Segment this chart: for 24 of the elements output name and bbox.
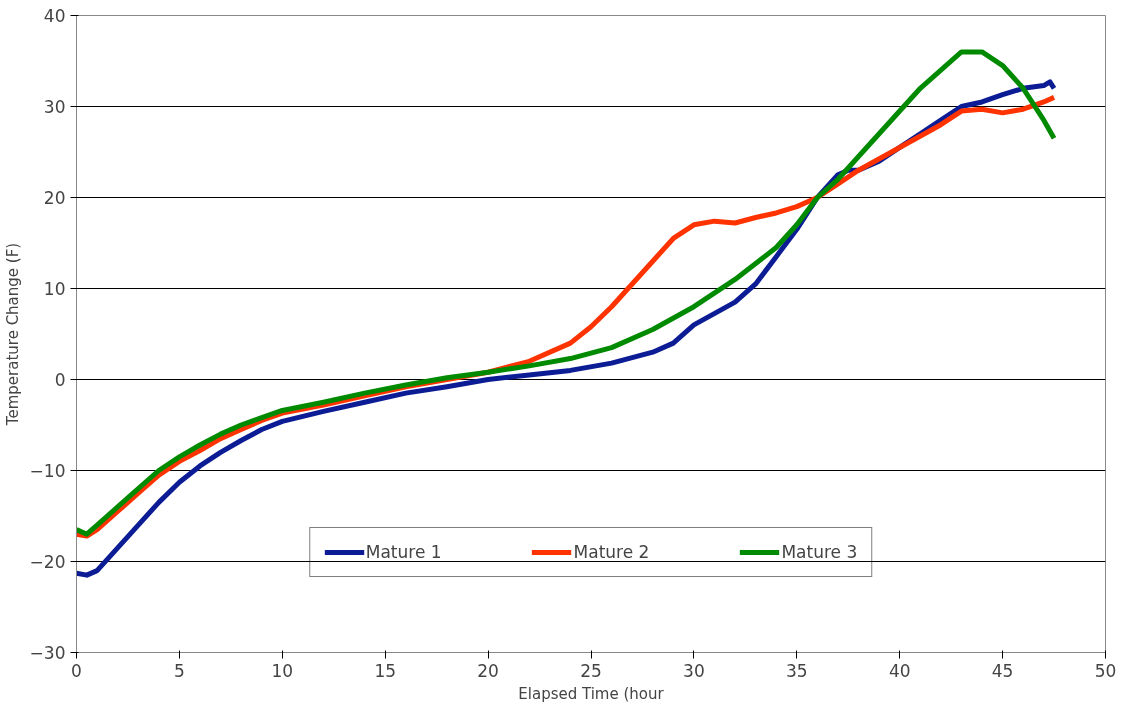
y-tick-label: −20 <box>29 552 66 572</box>
x-tick-label: 45 <box>991 660 1014 681</box>
y-tick-label: 10 <box>43 279 66 299</box>
y-tick-label: 40 <box>43 6 66 26</box>
y-tick-label: −30 <box>29 643 66 663</box>
x-tick-label: 50 <box>1094 660 1117 681</box>
x-tick-label: 30 <box>683 660 705 681</box>
y-axis-title: Temperature Change (F) <box>3 242 22 427</box>
y-tick-label: 30 <box>43 97 66 117</box>
legend-label: Mature 1 <box>365 542 442 562</box>
legend-label: Mature 2 <box>573 542 650 562</box>
x-tick-label: 35 <box>785 660 808 681</box>
x-tick-label: 25 <box>580 660 602 681</box>
x-tick-label: 0 <box>71 660 82 681</box>
x-tick-label: 20 <box>477 660 499 681</box>
x-tick-label: 5 <box>173 660 185 681</box>
legend-label: Mature 3 <box>781 542 858 562</box>
x-tick-label: 15 <box>374 660 397 681</box>
x-tick-label: 10 <box>271 660 294 681</box>
y-tick-label: 0 <box>54 370 66 390</box>
x-axis-title: Elapsed Time (hour <box>518 684 665 703</box>
x-tick-label: 40 <box>888 660 911 681</box>
y-tick-label: −10 <box>29 461 66 481</box>
y-tick-label: 20 <box>43 188 66 208</box>
